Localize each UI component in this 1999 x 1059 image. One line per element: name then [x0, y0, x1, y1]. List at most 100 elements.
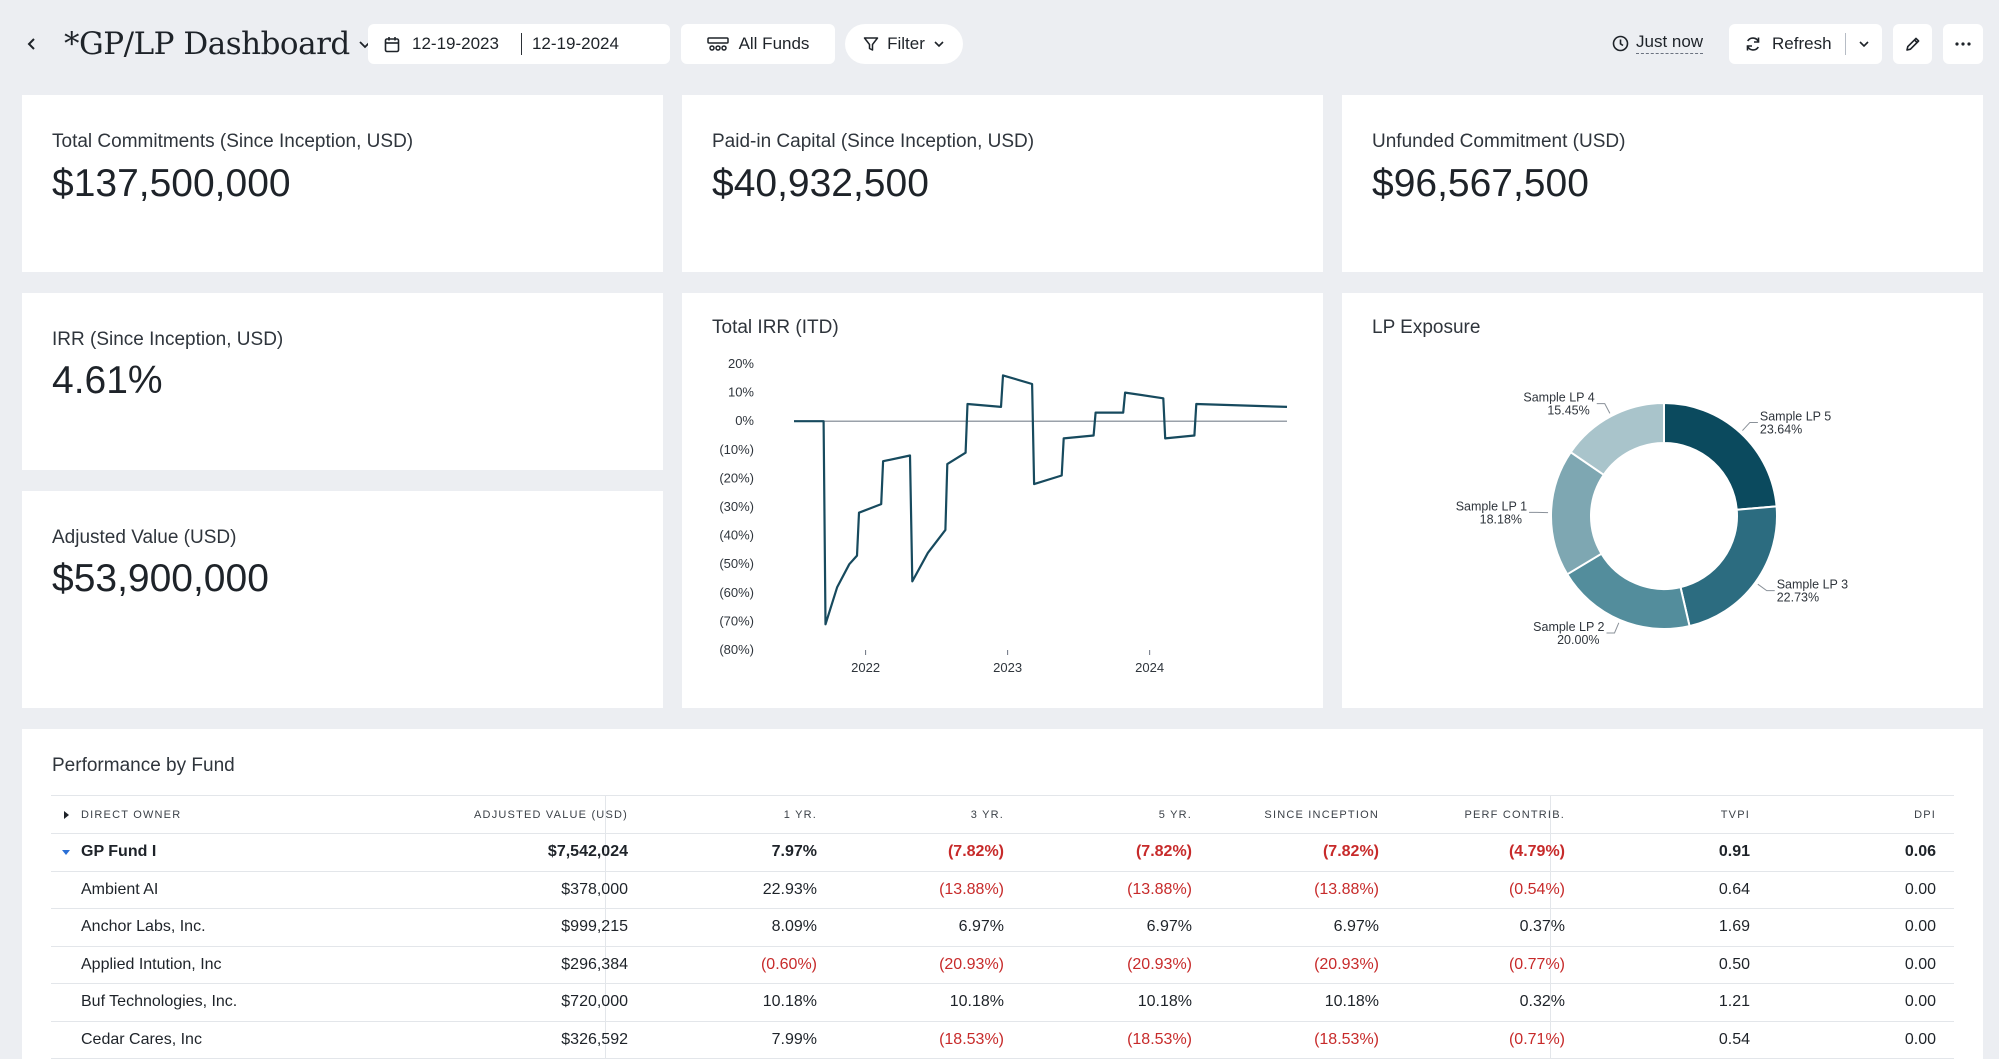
table-row[interactable]: Anchor Labs, Inc. $999,215 8.09% 6.97% 6… — [51, 909, 1954, 947]
adjusted-value-cell: $720,000 — [561, 993, 628, 1011]
dpi-cell: 0.00 — [1904, 955, 1936, 973]
five-year-cell: (18.53%) — [1127, 1030, 1192, 1048]
column-header[interactable]: DPI — [1914, 808, 1936, 821]
back-button[interactable] — [20, 30, 44, 58]
y-tick-label: (80%) — [719, 642, 754, 657]
pie-slice[interactable] — [1569, 401, 1665, 477]
column-header[interactable]: 5 YR. — [1158, 808, 1192, 821]
five-year-cell: 6.97% — [1146, 918, 1192, 936]
tvpi-cell: 0.54 — [1718, 1030, 1750, 1048]
column-header[interactable]: 1 YR. — [783, 808, 817, 821]
y-tick-label: (50%) — [719, 556, 754, 571]
since-inception-cell: (13.88%) — [1314, 880, 1379, 898]
table-row[interactable]: Applied Intution, Inc $296,384 (0.60%) (… — [51, 947, 1954, 984]
caret-down-icon[interactable] — [61, 847, 71, 857]
expand-all-icon[interactable] — [61, 810, 71, 820]
adjusted-value-cell: $7,542,024 — [547, 843, 628, 861]
column-header[interactable]: 3 YR. — [970, 808, 1004, 821]
y-tick-label: (20%) — [719, 470, 754, 485]
kpi-label: IRR (Since Inception, USD) — [52, 329, 284, 350]
perf-contrib-cell: (0.54%) — [1508, 880, 1565, 898]
kpi-label: Adjusted Value (USD) — [52, 527, 237, 548]
dpi-cell: 0.00 — [1904, 993, 1936, 1011]
five-year-cell: (13.88%) — [1127, 880, 1192, 898]
since-inception-cell: (7.82%) — [1322, 843, 1379, 861]
pie-slice[interactable] — [1565, 552, 1691, 630]
header-direct-owner[interactable]: DIRECT OWNER — [61, 796, 321, 833]
one-year-cell: 10.18% — [762, 993, 817, 1011]
fund-group-row[interactable]: GP Fund I $7,542,024 7.97% (7.82%) (7.82… — [51, 834, 1954, 872]
tvpi-cell: 0.91 — [1718, 843, 1750, 861]
adjusted-value-card: Adjusted Value (USD) $53,900,000 — [22, 491, 663, 708]
slice-leader-line — [1606, 622, 1620, 634]
funds-icon — [706, 37, 729, 51]
kpi-label: Unfunded Commitment (USD) — [1372, 131, 1626, 152]
kpi-label: Total Commitments (Since Inception, USD) — [52, 131, 414, 152]
fund-name-cell[interactable]: GP Fund I — [61, 834, 321, 871]
tvpi-cell: 0.50 — [1718, 955, 1750, 973]
funds-label: All Funds — [738, 34, 810, 53]
pie-slice[interactable] — [1679, 505, 1778, 628]
dpi-cell: 0.00 — [1904, 880, 1936, 898]
slice-label: Sample LP 5 — [1760, 409, 1831, 423]
date-range-picker[interactable]: 12-19-2023 12-19-2024 — [368, 24, 670, 64]
y-tick-label: (60%) — [719, 585, 754, 600]
filter-label: Filter — [887, 34, 925, 53]
more-options-button[interactable] — [1943, 24, 1983, 64]
filter-icon — [863, 37, 879, 51]
since-inception-cell: 6.97% — [1333, 918, 1379, 936]
y-tick-label: 20% — [728, 356, 754, 371]
dpi-cell: 0.06 — [1904, 843, 1936, 861]
end-date[interactable]: 12-19-2024 — [531, 34, 619, 53]
performance-by-fund-card: Performance by Fund DIRECT OWNER ADJUSTE… — [22, 729, 1983, 1059]
slice-label: Sample LP 4 — [1523, 391, 1594, 405]
refresh-button[interactable]: Refresh — [1729, 24, 1847, 64]
perf-contrib-cell: (0.71%) — [1508, 1030, 1565, 1048]
pencil-icon — [1905, 37, 1919, 51]
kpi-value: 4.61% — [52, 359, 163, 402]
unfunded-commitment-card: Unfunded Commitment (USD) $96,567,500 — [1342, 95, 1983, 272]
refresh-options-button[interactable] — [1846, 24, 1882, 64]
kpi-value: $40,932,500 — [712, 162, 929, 205]
slice-percent: 20.00% — [1557, 633, 1599, 647]
filter-button[interactable]: Filter — [845, 24, 963, 64]
five-year-cell: (20.93%) — [1127, 955, 1192, 973]
irr-card: IRR (Since Inception, USD) 4.61% — [22, 293, 663, 470]
slice-percent: 18.18% — [1480, 512, 1522, 526]
perf-contrib-cell: (0.77%) — [1508, 955, 1565, 973]
slice-label: Sample LP 3 — [1777, 578, 1848, 592]
edit-button[interactable] — [1893, 24, 1932, 64]
column-header[interactable]: SINCE INCEPTION — [1264, 808, 1379, 821]
three-year-cell: (20.93%) — [939, 955, 1004, 973]
three-year-cell: (13.88%) — [939, 880, 1004, 898]
tvpi-cell: 1.21 — [1718, 993, 1750, 1011]
one-year-cell: 22.93% — [762, 880, 817, 898]
table-row[interactable]: Ambient AI $378,000 22.93% (13.88%) (13.… — [51, 872, 1954, 909]
ellipsis-icon — [1955, 42, 1971, 46]
total-irr-chart-card: Total IRR (ITD) 20% 10% 0% (10%) (20%) (30%) (… — [682, 293, 1323, 708]
y-tick-label: 10% — [728, 385, 754, 400]
page-title: *GP/LP Dashboard — [64, 26, 350, 62]
company-name-cell: Cedar Cares, Inc — [81, 1030, 202, 1048]
start-date[interactable]: 12-19-2023 — [412, 34, 499, 53]
last-updated-indicator[interactable]: Just now — [1612, 32, 1704, 54]
table-row[interactable]: Buf Technologies, Inc. $720,000 10.18% 1… — [51, 984, 1954, 1022]
adjusted-value-cell: $999,215 — [561, 918, 628, 936]
column-header[interactable]: TVPI — [1720, 808, 1750, 821]
five-year-cell: (7.82%) — [1135, 843, 1192, 861]
clock-icon — [1612, 35, 1629, 51]
refresh-label: Refresh — [1772, 34, 1832, 53]
lp-exposure-chart-card: LP Exposure Sample LP 5 23.64% Sample LP 3… — [1342, 293, 1983, 708]
column-header[interactable]: PERF CONTRIB. — [1464, 808, 1565, 821]
slice-label: Sample LP 1 — [1456, 499, 1527, 513]
one-year-cell: 7.97% — [771, 843, 817, 861]
dashboard-title-menu[interactable]: *GP/LP Dashboard — [64, 22, 372, 66]
funds-selector[interactable]: All Funds — [681, 24, 835, 64]
table-row[interactable]: Cedar Cares, Inc $326,592 7.99% (18.53%)… — [51, 1022, 1954, 1059]
y-tick-label: (30%) — [719, 499, 754, 514]
since-inception-cell: (20.93%) — [1314, 955, 1379, 973]
column-header[interactable]: ADJUSTED VALUE (USD) — [474, 808, 628, 821]
dashboard-toolbar: *GP/LP Dashboard 12-19-2023 12-19-2024 A… — [0, 0, 1999, 90]
one-year-cell: 7.99% — [771, 1030, 817, 1048]
three-year-cell: 10.18% — [949, 993, 1004, 1011]
